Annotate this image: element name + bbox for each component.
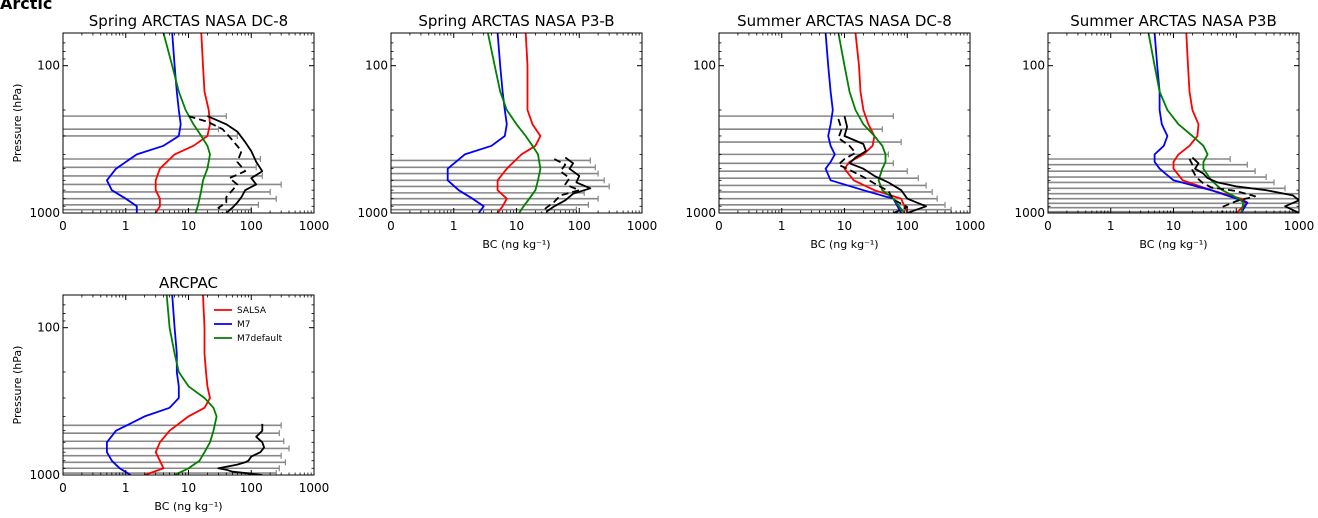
series-line-obs-median xyxy=(837,118,909,213)
y-tick-label: 100 xyxy=(37,321,60,335)
series-line-salsa xyxy=(496,33,542,213)
x-tick-label: 100 xyxy=(896,219,919,233)
x-tick-label: 0 xyxy=(715,219,723,233)
series-line-obs-mean xyxy=(217,423,266,475)
panel-title: Spring ARCTAS NASA DC-8 xyxy=(89,12,288,30)
x-tick-label: 0 xyxy=(59,219,67,233)
x-tick-label: 0 xyxy=(387,219,395,233)
series-line-salsa xyxy=(843,33,909,213)
y-tick-label: 1000 xyxy=(357,206,388,220)
y-axis-label: Pressure (hPa) xyxy=(11,84,24,163)
panel-title: Spring ARCTAS NASA P3-B xyxy=(418,12,614,30)
x-tick-label: 100 xyxy=(1225,219,1248,233)
legend-label-m7default: M7default xyxy=(237,334,283,344)
y-tick-label: 100 xyxy=(693,59,716,73)
x-tick-label: 10 xyxy=(181,219,196,233)
plot-content xyxy=(63,33,282,213)
x-tick-label: 1000 xyxy=(627,219,658,233)
y-tick-label: 100 xyxy=(1022,59,1045,73)
series-line-obs-median xyxy=(540,158,581,213)
x-tick-label: 1 xyxy=(778,219,786,233)
panel-title: Summer ARCTAS NASA P3B xyxy=(1070,12,1277,30)
x-tick-label: 1000 xyxy=(299,481,330,495)
series-line-obs-mean xyxy=(843,115,927,213)
y-tick-label: 1000 xyxy=(1014,206,1045,220)
panel-title: ARCPAC xyxy=(159,274,218,292)
x-tick-label: 100 xyxy=(240,219,263,233)
x-tick-label: 10 xyxy=(509,219,524,233)
series-line-salsa xyxy=(144,295,211,475)
panel-2: Spring ARCTAS NASA P3-B 0 1 10 100 1000 100 100… xyxy=(357,12,657,251)
x-tick-label: 0 xyxy=(1044,219,1052,233)
x-tick-label: 0 xyxy=(59,481,67,495)
panel-3: Summer ARCTAS NASA DC-8 0 1 10 100 1000 100 100… xyxy=(685,12,985,251)
x-tick-label: 1000 xyxy=(299,219,330,233)
series-line-m7 xyxy=(1153,33,1249,213)
series-line-m7 xyxy=(824,33,902,213)
series-line-obs-median xyxy=(1188,158,1256,213)
panel-title: Summer ARCTAS NASA DC-8 xyxy=(737,12,952,30)
plot-content xyxy=(1048,33,1299,213)
panel-5: ARCPAC 0 1 10 100 1000 100 1000 BC (ng kg⁻¹) Pres… xyxy=(11,274,329,513)
x-tick-label: 1 xyxy=(450,219,458,233)
x-axis-label: BC (ng kg⁻¹) xyxy=(810,238,878,251)
x-axis-label: BC (ng kg⁻¹) xyxy=(1139,238,1207,251)
x-tick-label: 1000 xyxy=(955,219,986,233)
y-tick-label: 1000 xyxy=(29,468,60,482)
x-axis-label: BC (ng kg⁻¹) xyxy=(154,500,222,513)
plot-content xyxy=(391,33,610,213)
series-line-salsa xyxy=(154,33,211,213)
figure-label: Arctic xyxy=(0,0,52,13)
series-line-m7default xyxy=(487,33,542,213)
series-line-m7default xyxy=(1147,33,1245,213)
x-tick-label: 1 xyxy=(122,219,130,233)
legend-label-salsa: SALSA xyxy=(237,306,267,316)
plot-content xyxy=(63,295,290,475)
y-axis-label: Pressure (hPa) xyxy=(11,346,24,425)
x-tick-label: 100 xyxy=(568,219,591,233)
x-tick-label: 1 xyxy=(1107,219,1115,233)
panel-1: Spring ARCTAS NASA DC-8 0 1 10 100 1000 100 100… xyxy=(11,12,329,233)
legend-label-m7: M7 xyxy=(237,320,251,330)
x-tick-label: 10 xyxy=(181,481,196,495)
plot-frame xyxy=(62,32,315,214)
plot-frame xyxy=(1047,32,1300,214)
series-line-m7 xyxy=(446,33,508,213)
series-line-m7default xyxy=(162,33,211,213)
series-line-salsa xyxy=(1172,33,1249,213)
x-tick-label: 100 xyxy=(240,481,263,495)
x-tick-label: 10 xyxy=(837,219,852,233)
plot-content xyxy=(719,33,952,213)
y-tick-label: 1000 xyxy=(29,206,60,220)
series-line-obs-mean xyxy=(207,115,264,213)
series-line-m7default xyxy=(837,33,906,213)
series-line-obs-mean xyxy=(545,156,592,213)
legend: SALSA M7 M7default xyxy=(214,306,283,344)
series-line-m7 xyxy=(106,33,182,213)
x-axis-label: BC (ng kg⁻¹) xyxy=(482,238,550,251)
panel-4: Summer ARCTAS NASA P3B 0 1 10 100 1000 100 1000… xyxy=(1014,12,1314,251)
series-line-m7default xyxy=(165,295,218,475)
y-tick-label: 1000 xyxy=(685,206,716,220)
x-tick-label: 1 xyxy=(122,481,130,495)
series-line-obs-mean xyxy=(1191,156,1299,213)
series-line-m7 xyxy=(106,295,180,475)
y-tick-label: 100 xyxy=(37,59,60,73)
series-line-obs-median xyxy=(188,115,247,213)
x-tick-label: 1000 xyxy=(1284,219,1315,233)
y-tick-label: 100 xyxy=(365,59,388,73)
x-tick-label: 10 xyxy=(1166,219,1181,233)
